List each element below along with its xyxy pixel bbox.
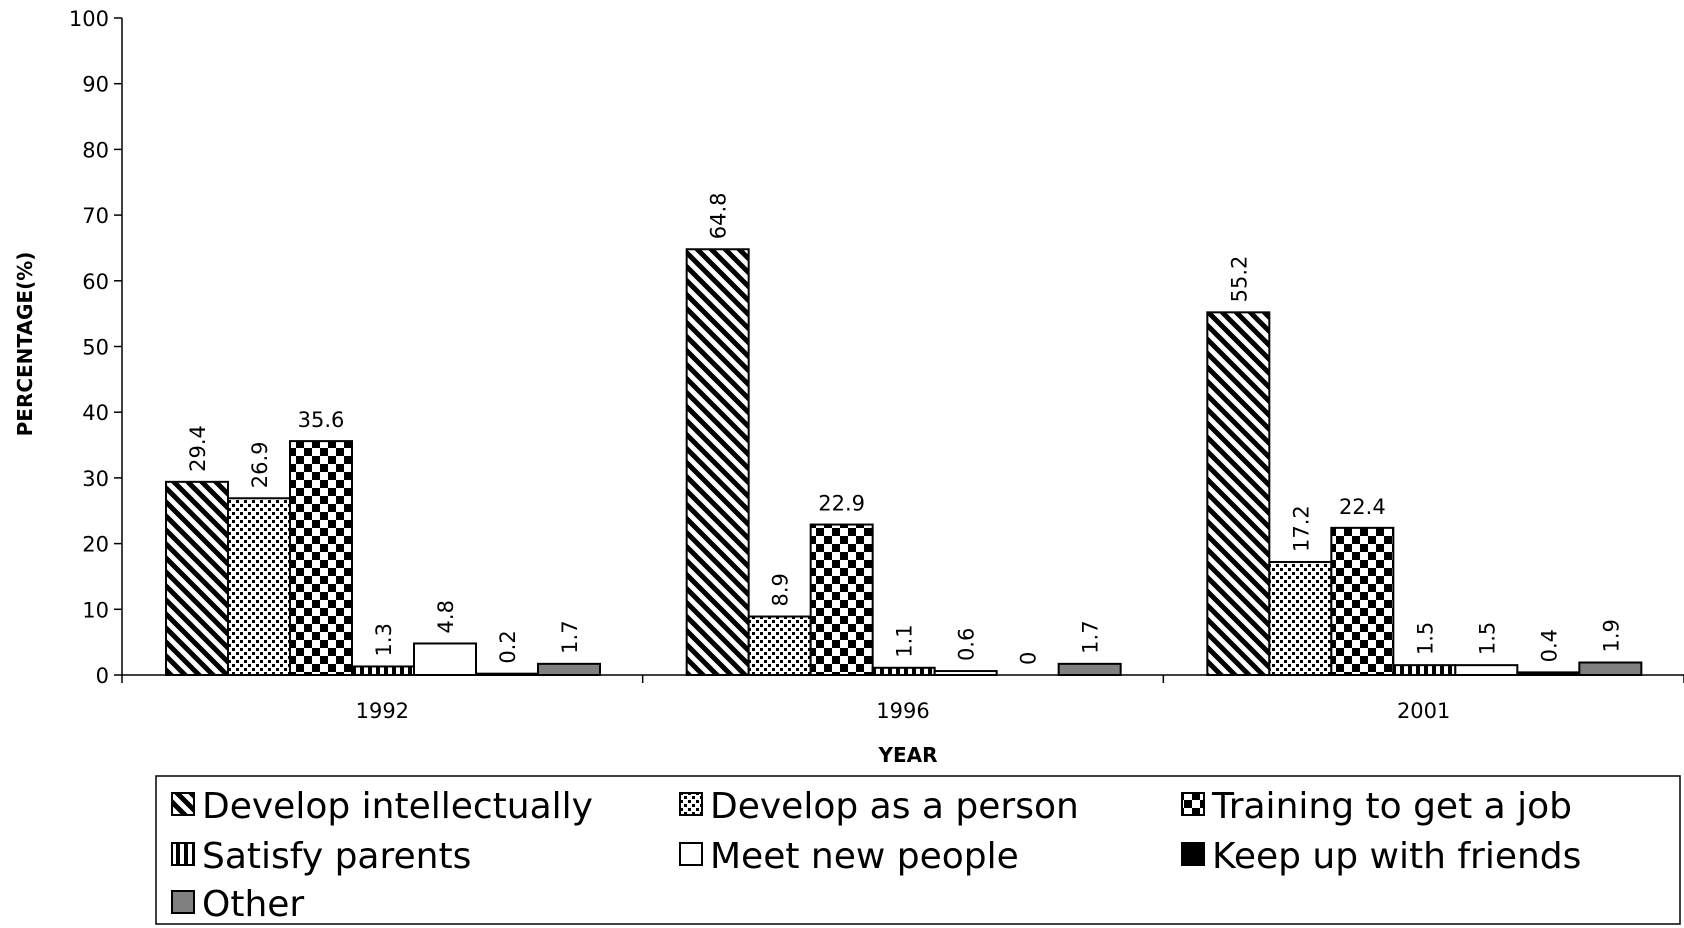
x-axis-title: YEAR: [877, 743, 937, 767]
data-label: 1.9: [1599, 619, 1623, 652]
data-label: 26.9: [248, 442, 272, 489]
legend-swatch: [1181, 842, 1205, 866]
y-tick-label: 90: [82, 73, 109, 97]
y-axis-title: PERCENTAGE(%): [13, 252, 37, 437]
x-tick-label: 2001: [1397, 699, 1450, 723]
data-label: 22.9: [818, 492, 865, 516]
data-label: 0: [1017, 652, 1041, 665]
x-tick-label: 1996: [876, 699, 929, 723]
legend-label: Keep up with friends: [1212, 836, 1581, 877]
legend-swatch: [1181, 792, 1205, 816]
legend-label: Other: [202, 884, 304, 925]
y-tick-label: 100: [69, 7, 109, 31]
bar: [1578, 661, 1643, 677]
data-label: 4.8: [434, 600, 458, 633]
legend-swatch: [171, 792, 195, 816]
legend-label: Training to get a job: [1211, 786, 1572, 827]
bar: [1516, 671, 1581, 677]
legend-label: Satisfy parents: [202, 836, 471, 877]
bar: [1206, 311, 1271, 676]
data-label: 8.9: [769, 573, 793, 606]
bar: [1454, 664, 1519, 677]
legend-label: Develop intellectually: [202, 786, 593, 827]
legend-label: Meet new people: [710, 836, 1019, 877]
plot-area: 0 10 20 30 40 50 60 70 80 90 100 1992 29.4 26.9 35.6 1.…: [69, 7, 1684, 723]
bar: [685, 248, 750, 676]
y-tick-label: 80: [82, 138, 109, 162]
data-label: 1.7: [558, 620, 582, 653]
bar: [475, 672, 539, 676]
y-tick-label: 10: [82, 598, 109, 622]
bar: [1268, 560, 1333, 676]
bar: [871, 666, 936, 677]
x-tick-label: 1992: [356, 699, 409, 723]
bar: [809, 523, 874, 676]
bar: [747, 615, 812, 676]
data-label: 35.6: [298, 408, 345, 432]
y-tick-label: 70: [82, 204, 109, 228]
legend-frame: [155, 775, 1681, 925]
bar: [537, 662, 601, 676]
bar: [351, 665, 415, 676]
bar: [1392, 664, 1457, 677]
data-label: 0.4: [1537, 629, 1561, 662]
legend-swatch: [171, 890, 195, 914]
bar: [1057, 662, 1122, 676]
bar: [289, 440, 353, 676]
bar: [1330, 526, 1395, 676]
data-label: 64.8: [707, 192, 731, 239]
legend-swatch: [171, 842, 195, 866]
bar: [933, 670, 998, 676]
bar: [165, 480, 229, 677]
data-label: 1.5: [1475, 622, 1499, 655]
y-tick-label: 20: [82, 533, 109, 557]
data-label: 1.3: [372, 623, 396, 656]
data-label: 0.6: [955, 628, 979, 661]
data-label: 1.5: [1413, 622, 1437, 655]
data-label: 55.2: [1227, 256, 1251, 303]
data-label: 22.4: [1339, 495, 1386, 519]
legend: Develop intellectually Develop as a perso…: [155, 775, 1681, 925]
legend-swatch: [679, 842, 703, 866]
data-label: 1.7: [1079, 620, 1103, 653]
y-tick-label: 0: [96, 664, 109, 688]
y-tick-label: 40: [82, 401, 109, 425]
y-tick-label: 30: [82, 467, 109, 491]
bar: [413, 642, 477, 676]
data-label: 17.2: [1289, 505, 1313, 552]
y-tick-label: 50: [82, 336, 109, 360]
bar: [227, 497, 291, 676]
data-label: 1.1: [893, 624, 917, 657]
legend-label: Develop as a person: [710, 786, 1079, 827]
y-tick-label: 60: [82, 270, 109, 294]
legend-swatch: [679, 792, 703, 816]
data-label: 29.4: [186, 425, 210, 472]
data-label: 0.2: [496, 630, 520, 663]
